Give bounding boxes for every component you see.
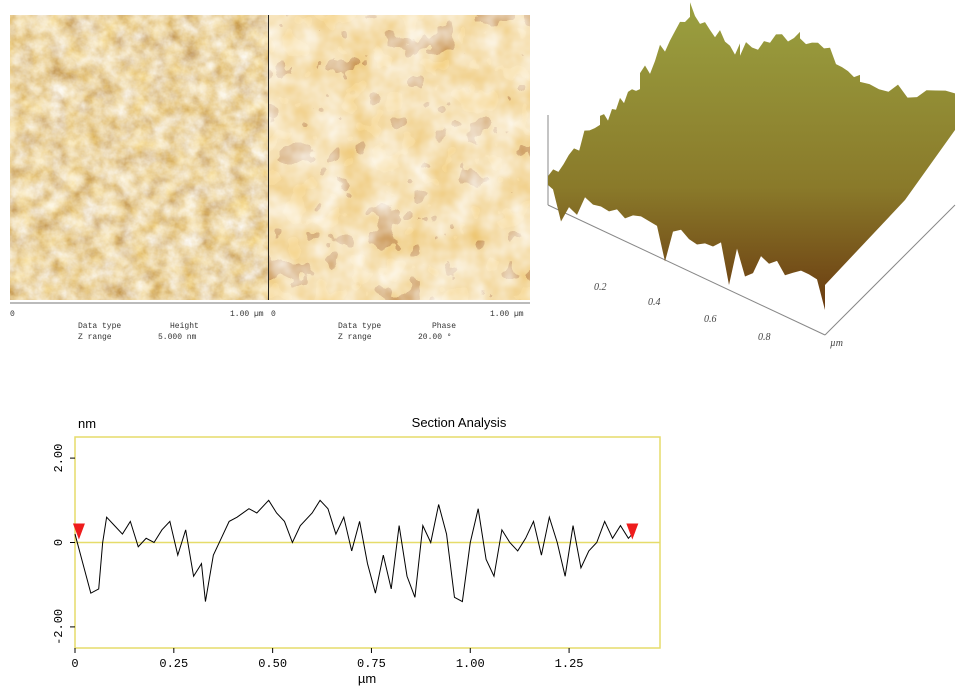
axis	[824, 204, 956, 336]
caption-value: 20.00 °	[418, 333, 452, 342]
y-tick-label: 0	[52, 539, 66, 546]
x-tick-label: 1.00	[456, 657, 485, 671]
surface-tick: 0.4	[648, 297, 661, 308]
axis-end: 1.00 µm	[490, 310, 524, 319]
section-chart: Section Analysis nm µm 2.00 0 -2.00 0 0.25 0.50 0…	[52, 415, 661, 686]
axis-start: 0	[271, 310, 276, 319]
chart-title: Section Analysis	[412, 415, 507, 430]
caption-label: Z range	[338, 333, 372, 342]
y-tick-label: -2.00	[52, 609, 66, 645]
x-axis-label: µm	[358, 671, 376, 686]
cursor	[626, 523, 639, 540]
caption-value: 5.000 nm	[158, 333, 197, 342]
surface-tick: 0.8	[758, 332, 771, 343]
x-tick-label: 1.25	[555, 657, 584, 671]
caption-value: Phase	[432, 322, 456, 331]
axis-end: 1.00 µm	[230, 310, 264, 319]
cursor	[72, 523, 85, 540]
y-tick-label: 2.00	[52, 444, 66, 473]
caption-label: Z range	[78, 333, 112, 342]
surface-unit: µm	[830, 338, 843, 349]
height-image	[10, 15, 268, 300]
surface-tick: 0.2	[594, 282, 607, 293]
y-axis-label: nm	[78, 416, 96, 431]
phase-image	[269, 15, 530, 300]
x-tick-label: 0.75	[357, 657, 386, 671]
surface-tick: 0.6	[704, 314, 717, 325]
surface-3d: 0.2 0.4 0.6 0.8 µm	[547, 2, 956, 349]
x-tick-label: 0.50	[258, 657, 287, 671]
surface	[548, 2, 955, 311]
caption-value: Height	[170, 322, 199, 331]
axis-start: 0	[10, 310, 15, 319]
caption-label: Data type	[78, 322, 121, 331]
x-tick-label: 0	[71, 657, 78, 671]
caption-label: Data type	[338, 322, 381, 331]
profile-line	[74, 499, 633, 603]
x-tick-label: 0.25	[159, 657, 188, 671]
axis	[547, 204, 826, 336]
